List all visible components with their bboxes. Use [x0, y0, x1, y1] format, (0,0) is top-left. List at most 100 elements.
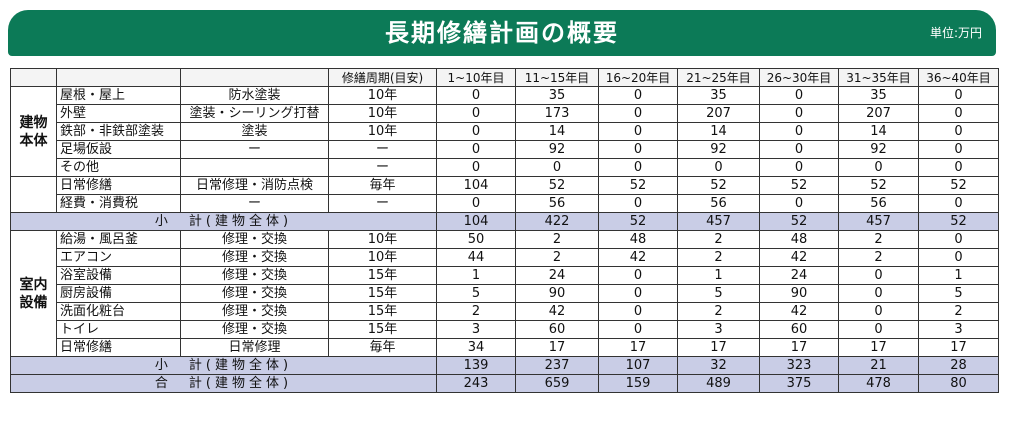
item-cell: 屋根・屋上: [56, 86, 181, 105]
value-cell: 0: [759, 86, 839, 105]
value-cell: 52: [598, 212, 678, 231]
cycle-cell: ー: [328, 194, 437, 213]
value-cell: 1: [918, 266, 999, 285]
value-cell: 0: [598, 104, 678, 123]
work-cell: 修理・交換: [180, 284, 329, 303]
work-cell: 修理・交換: [180, 248, 329, 267]
value-cell: 92: [838, 140, 919, 159]
value-cell: 659: [515, 374, 599, 393]
value-cell: 56: [677, 194, 760, 213]
value-cell: 48: [598, 230, 678, 249]
value-cell: 0: [598, 284, 678, 303]
value-cell: 2: [515, 248, 599, 267]
subtotal-label: 小 計(建物全体): [10, 356, 437, 375]
value-cell: 457: [838, 212, 919, 231]
value-cell: 0: [598, 140, 678, 159]
value-cell: 3: [436, 320, 516, 339]
value-cell: 48: [759, 230, 839, 249]
value-cell: 5: [918, 284, 999, 303]
value-cell: 44: [436, 248, 516, 267]
subtotal-row: 小 計(建物全体) 104 422 52 457 52 457 52: [10, 212, 999, 231]
work-cell: 防水塗装: [180, 86, 329, 105]
value-cell: 422: [515, 212, 599, 231]
value-cell: 60: [759, 320, 839, 339]
value-cell: 323: [759, 356, 839, 375]
value-cell: 14: [515, 122, 599, 141]
value-cell: 50: [436, 230, 516, 249]
work-cell: ー: [180, 194, 329, 213]
subtotal-row: 小 計(建物全体) 139 237 107 32 323 21 28: [10, 356, 999, 375]
value-cell: 0: [838, 302, 919, 321]
value-cell: 104: [436, 212, 516, 231]
value-cell: 0: [436, 158, 516, 177]
value-cell: 3: [677, 320, 760, 339]
item-cell: エアコン: [56, 248, 181, 267]
value-cell: 2: [838, 230, 919, 249]
value-cell: 17: [918, 338, 999, 357]
value-cell: 0: [918, 104, 999, 123]
value-cell: 42: [759, 302, 839, 321]
value-cell: 2: [838, 248, 919, 267]
value-cell: 17: [515, 338, 599, 357]
value-cell: 42: [759, 248, 839, 267]
work-cell: 修理・交換: [180, 320, 329, 339]
value-cell: 52: [677, 176, 760, 195]
value-cell: 2: [515, 230, 599, 249]
column-header: 1~10年目: [436, 68, 516, 87]
item-cell: トイレ: [56, 320, 181, 339]
title-banner: 長期修繕計画の概要 単位:万円: [8, 10, 996, 56]
item-cell: 洗面化粧台: [56, 302, 181, 321]
column-header: 21~25年目: [677, 68, 760, 87]
cycle-cell: 10年: [328, 86, 437, 105]
cycle-cell: 10年: [328, 104, 437, 123]
value-cell: 0: [838, 266, 919, 285]
value-cell: 5: [677, 284, 760, 303]
column-header: 11~15年目: [515, 68, 599, 87]
value-cell: 52: [759, 212, 839, 231]
subtotal-label: 合 計(建物全体): [10, 374, 437, 393]
item-cell: その他: [56, 158, 181, 177]
work-cell: 修理・交換: [180, 230, 329, 249]
value-cell: 0: [838, 284, 919, 303]
value-cell: 0: [918, 86, 999, 105]
column-header: 36~40年目: [918, 68, 999, 87]
table-row: 日常修繕 日常修理・消防点検 毎年 104 52 52 52 52 52 52: [10, 176, 999, 213]
table-row: 洗面化粧台 修理・交換 15年 2 42 0 2 42 0 2: [11, 302, 999, 321]
value-cell: 237: [515, 356, 599, 375]
column-header: 修繕周期(目安): [328, 68, 437, 87]
cycle-cell: 毎年: [328, 176, 437, 195]
value-cell: 104: [436, 176, 516, 195]
value-cell: 52: [759, 176, 839, 195]
value-cell: 42: [515, 302, 599, 321]
work-cell: 修理・交換: [180, 266, 329, 285]
value-cell: 52: [918, 212, 999, 231]
grand-total-row: 合 計(建物全体) 243 659 159 489 375 478 80: [10, 374, 999, 393]
value-cell: 14: [838, 122, 919, 141]
value-cell: 52: [515, 176, 599, 195]
cycle-cell: 毎年: [328, 338, 437, 357]
value-cell: 90: [515, 284, 599, 303]
value-cell: 0: [677, 158, 760, 177]
table-row: トイレ 修理・交換 15年 3 60 0 3 60 0 3: [11, 320, 999, 339]
value-cell: 0: [598, 302, 678, 321]
cycle-cell: 15年: [328, 302, 437, 321]
item-cell: 日常修繕: [56, 176, 181, 195]
value-cell: 80: [918, 374, 999, 393]
value-cell: 2: [918, 302, 999, 321]
cycle-cell: ー: [328, 158, 437, 177]
value-cell: 35: [838, 86, 919, 105]
value-cell: 60: [515, 320, 599, 339]
table-row: 経費・消費税ーー 0 56 0 56 0 56 0: [11, 194, 999, 213]
cycle-cell: 10年: [328, 230, 437, 249]
repair-plan-table: 修繕周期(目安) 1~10年目 11~15年目 16~20年目 21~25年目 …: [10, 68, 999, 393]
value-cell: 0: [436, 104, 516, 123]
value-cell: 2: [677, 302, 760, 321]
value-cell: 0: [436, 140, 516, 159]
cycle-cell: 15年: [328, 284, 437, 303]
value-cell: 0: [918, 194, 999, 213]
table-row: 建物本体 屋根・屋上 防水塗装 10年 0 35 0 35 0 35 0: [10, 86, 999, 177]
value-cell: 0: [759, 122, 839, 141]
table-row: 外壁 塗装・シーリング打替 10年 0 173 0 207 0 207 0: [11, 104, 999, 123]
value-cell: 56: [838, 194, 919, 213]
value-cell: 2: [677, 230, 760, 249]
